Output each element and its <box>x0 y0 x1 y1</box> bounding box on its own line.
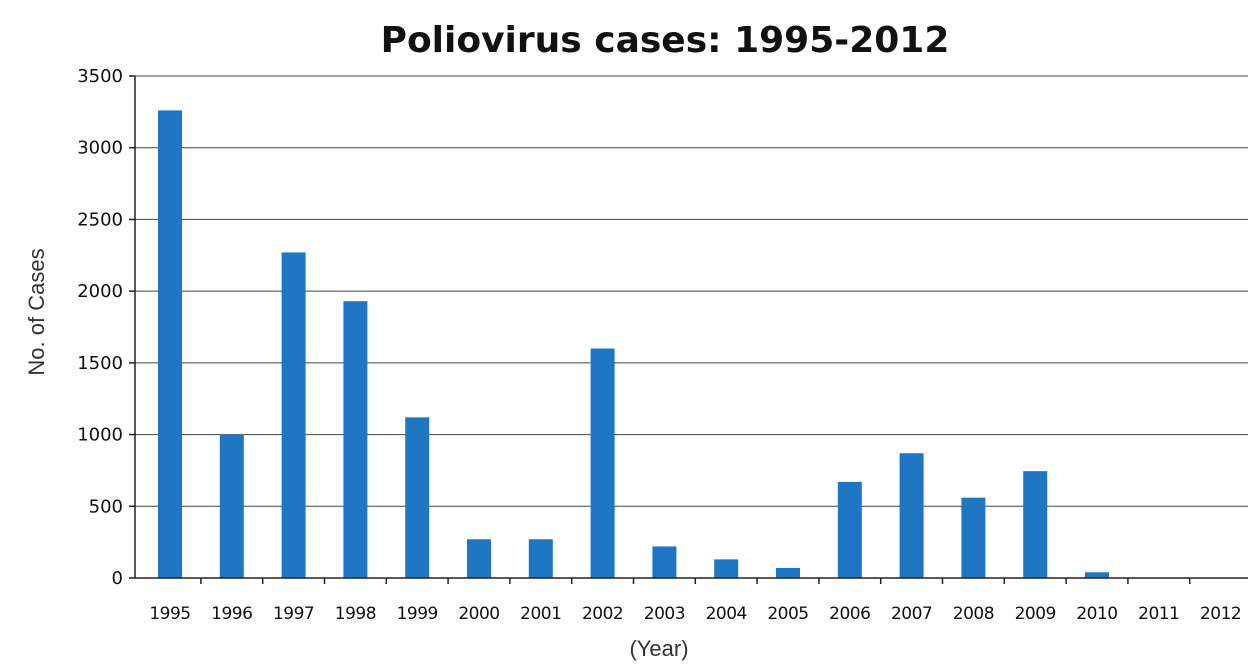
y-axis-ticks: 0 500 1000 1500 2000 2500 3000 3500 <box>77 66 135 589</box>
y-axis-label: No. of Cases <box>24 248 49 375</box>
bar-2006 <box>837 481 862 578</box>
bar-2008 <box>961 497 986 578</box>
bars <box>158 110 1109 579</box>
bar-2001 <box>528 539 553 578</box>
x-axis-label: (Year) <box>629 636 688 661</box>
gridlines <box>135 75 1248 507</box>
bar-2010 <box>1085 572 1109 578</box>
x-axis-ticks: 1995 1996 1997 1998 1999 2000 2001 2002 2003 2004… <box>149 578 1242 624</box>
x-tick-label: 2002 <box>582 604 623 624</box>
x-tick-label: 2007 <box>891 604 932 624</box>
bar-1995 <box>158 110 182 579</box>
x-tick-label: 2008 <box>953 604 994 624</box>
x-tick-label: 2011 <box>1138 604 1179 624</box>
bar-1996 <box>219 434 244 578</box>
x-tick-label: 2005 <box>767 604 808 624</box>
bar-2004 <box>714 559 739 578</box>
bar-1998 <box>343 301 368 578</box>
x-tick-label: 2001 <box>520 604 561 624</box>
x-tick-label: 1998 <box>335 604 376 624</box>
x-tick-label: 2003 <box>644 604 685 624</box>
x-tick-label: 2009 <box>1015 604 1056 624</box>
x-tick-label: 1997 <box>273 604 314 624</box>
y-tick-label: 0 <box>112 568 123 589</box>
bar-2003 <box>652 546 677 578</box>
x-tick-label: 1995 <box>149 604 190 624</box>
bar-2009 <box>1023 471 1048 578</box>
x-tick-label: 1999 <box>397 604 438 624</box>
y-tick-label: 3000 <box>77 138 123 159</box>
bar-2007 <box>899 453 924 578</box>
chart-title: Poliovirus cases: 1995-2012 <box>381 20 950 61</box>
bar-1999 <box>405 417 430 578</box>
bar-2002 <box>590 348 615 578</box>
y-tick-label: 2000 <box>77 281 123 302</box>
bar-2000 <box>467 539 491 578</box>
y-tick-label: 2500 <box>77 209 123 230</box>
bar-1997 <box>281 252 306 578</box>
x-tick-label: 2012 <box>1200 604 1241 624</box>
y-tick-label: 1500 <box>77 353 123 374</box>
x-tick-label: 1996 <box>211 604 252 624</box>
x-tick-label: 2000 <box>458 604 499 624</box>
y-tick-label: 1000 <box>77 425 123 446</box>
x-tick-label: 2010 <box>1076 604 1117 624</box>
x-tick-label: 2004 <box>706 604 747 624</box>
y-tick-label: 3500 <box>77 66 123 87</box>
bar-2005 <box>776 567 800 578</box>
x-tick-label: 2006 <box>829 604 870 624</box>
y-tick-label: 500 <box>89 496 123 517</box>
